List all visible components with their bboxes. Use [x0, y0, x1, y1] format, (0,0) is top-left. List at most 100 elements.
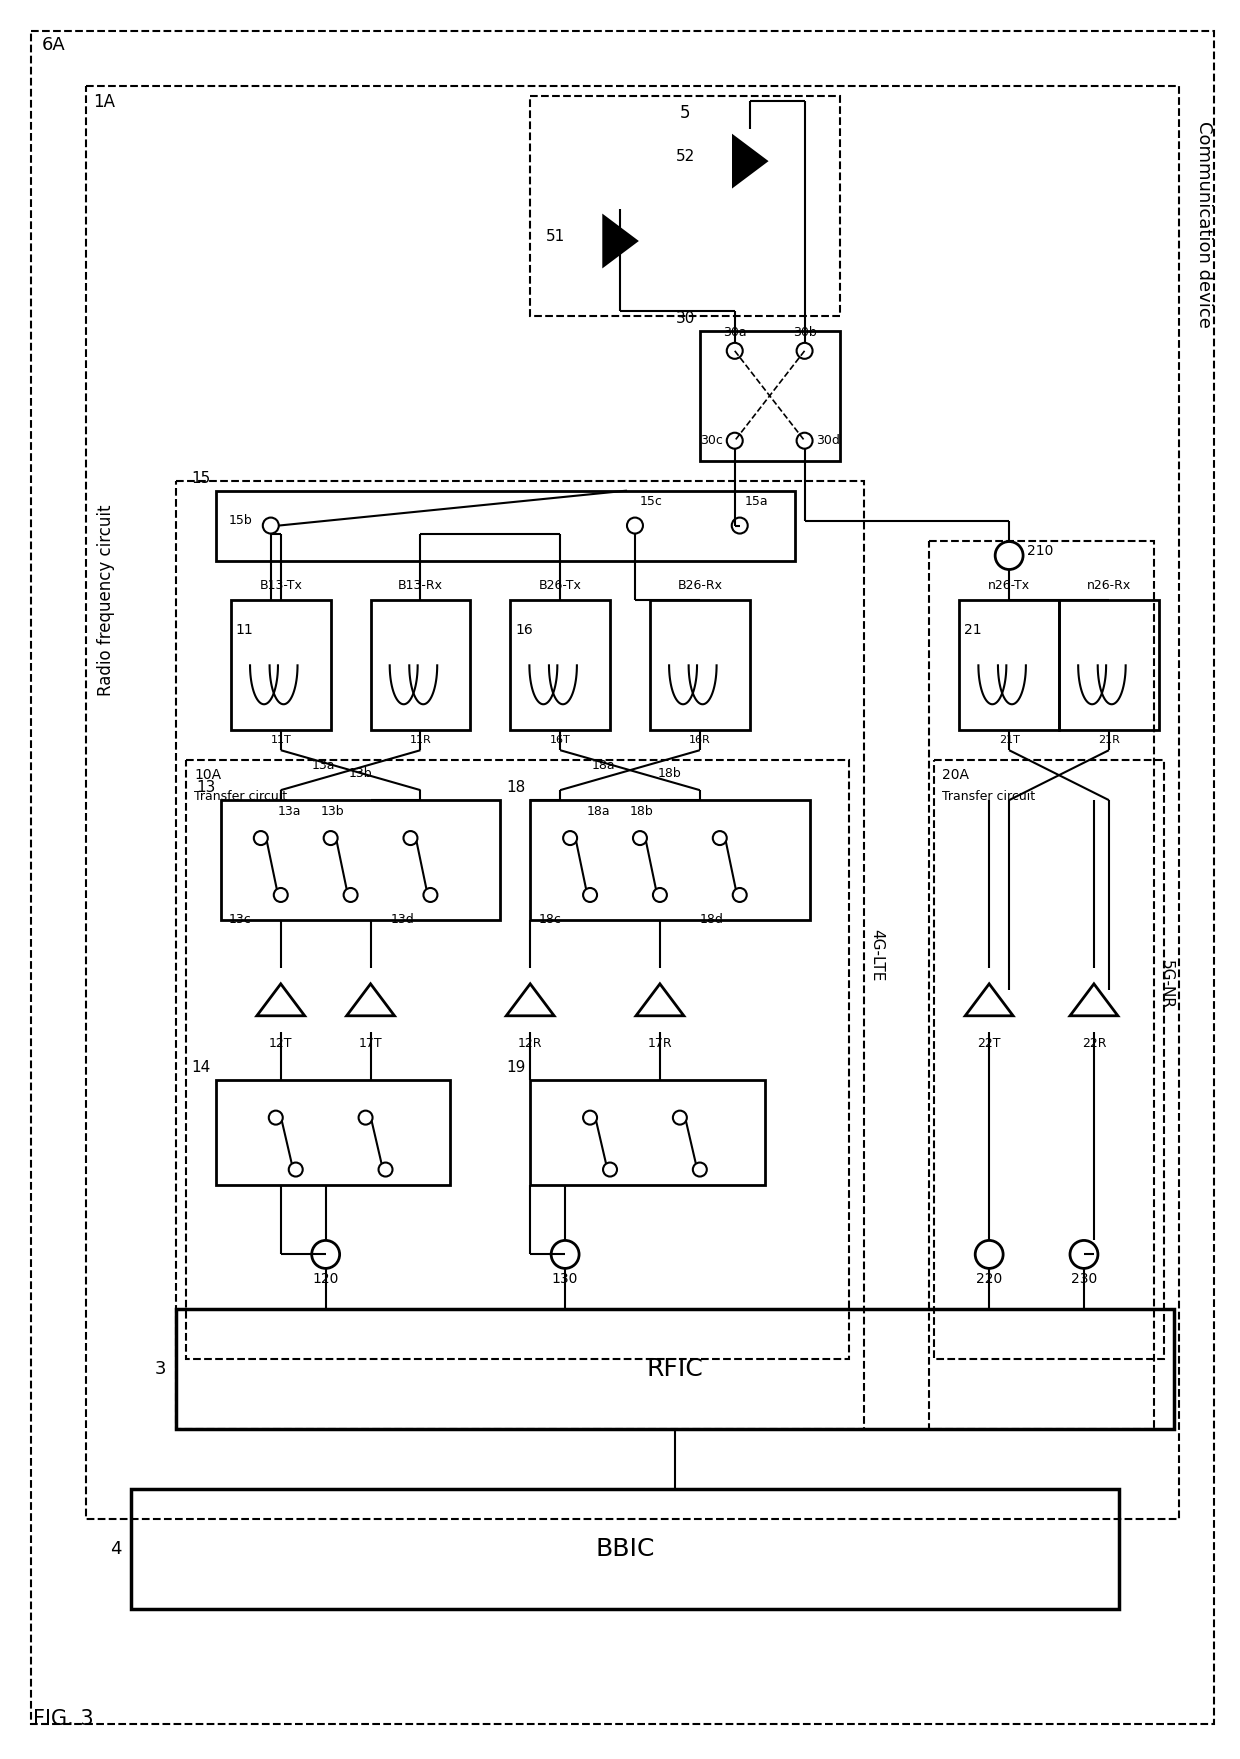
- Text: 13a: 13a: [278, 806, 301, 818]
- Text: 20A: 20A: [942, 769, 970, 783]
- Bar: [131, 1490, 1118, 1609]
- Text: 30a: 30a: [723, 325, 746, 339]
- Text: 15a: 15a: [745, 494, 769, 508]
- Circle shape: [324, 830, 337, 844]
- Circle shape: [289, 1163, 303, 1177]
- Text: 16: 16: [516, 623, 533, 637]
- Text: 15b: 15b: [229, 514, 253, 528]
- Text: 210: 210: [1027, 544, 1054, 558]
- Text: 18b: 18b: [630, 806, 653, 818]
- Circle shape: [583, 888, 596, 902]
- Text: RFIC: RFIC: [646, 1358, 703, 1381]
- Bar: [934, 760, 1164, 1360]
- Text: 13: 13: [196, 781, 216, 795]
- Circle shape: [732, 517, 748, 533]
- Text: 21T: 21T: [998, 735, 1019, 746]
- Text: 21R: 21R: [1097, 735, 1120, 746]
- Bar: [221, 800, 500, 920]
- Text: Radio frequency circuit: Radio frequency circuit: [97, 505, 115, 697]
- Text: 4: 4: [109, 1539, 122, 1558]
- Text: 51: 51: [546, 229, 565, 243]
- Circle shape: [311, 1240, 340, 1268]
- Text: 18c: 18c: [538, 913, 560, 925]
- Text: 18d: 18d: [699, 913, 724, 925]
- Bar: [531, 1080, 765, 1184]
- Circle shape: [403, 830, 418, 844]
- Text: B13-Rx: B13-Rx: [398, 579, 443, 593]
- Circle shape: [603, 1163, 618, 1177]
- Text: Transfer circuit: Transfer circuit: [193, 790, 288, 804]
- Polygon shape: [604, 216, 636, 266]
- Text: 30: 30: [676, 311, 694, 325]
- Text: 12R: 12R: [518, 1036, 542, 1050]
- Bar: [216, 1080, 450, 1184]
- Text: FIG. 3: FIG. 3: [33, 1708, 94, 1729]
- Bar: [531, 97, 839, 317]
- Bar: [699, 331, 839, 461]
- Text: 130: 130: [552, 1272, 578, 1286]
- Text: 10A: 10A: [193, 769, 221, 783]
- Circle shape: [551, 1240, 579, 1268]
- Circle shape: [627, 517, 644, 533]
- Text: B13-Tx: B13-Tx: [259, 579, 303, 593]
- Text: 15: 15: [192, 471, 211, 485]
- Text: 230: 230: [1071, 1272, 1097, 1286]
- Bar: [650, 600, 750, 730]
- Text: 18a: 18a: [591, 758, 615, 772]
- Circle shape: [727, 343, 743, 359]
- Text: 13c: 13c: [229, 913, 252, 925]
- Text: 220: 220: [976, 1272, 1002, 1286]
- Text: B26-Rx: B26-Rx: [677, 579, 723, 593]
- Text: 1A: 1A: [93, 93, 115, 111]
- Text: 17T: 17T: [358, 1036, 382, 1050]
- Text: 11T: 11T: [270, 735, 291, 746]
- Circle shape: [996, 542, 1023, 570]
- Bar: [929, 540, 1153, 1428]
- Text: 15c: 15c: [640, 494, 663, 508]
- Text: 17R: 17R: [647, 1036, 672, 1050]
- Circle shape: [563, 830, 577, 844]
- Text: 16R: 16R: [689, 735, 711, 746]
- Text: 4G-LTE: 4G-LTE: [869, 929, 884, 982]
- Polygon shape: [257, 983, 305, 1015]
- Circle shape: [975, 1240, 1003, 1268]
- Bar: [1059, 600, 1159, 730]
- Bar: [176, 1309, 1174, 1428]
- Text: 11R: 11R: [409, 735, 432, 746]
- Circle shape: [583, 1110, 596, 1124]
- Polygon shape: [734, 137, 765, 185]
- Circle shape: [274, 888, 288, 902]
- Text: 30d: 30d: [817, 434, 841, 447]
- Text: 22R: 22R: [1081, 1036, 1106, 1050]
- Polygon shape: [636, 983, 683, 1015]
- Text: B26-Tx: B26-Tx: [538, 579, 582, 593]
- Text: 14: 14: [192, 1059, 211, 1075]
- Text: 16T: 16T: [549, 735, 570, 746]
- Circle shape: [693, 1163, 707, 1177]
- Bar: [87, 86, 1179, 1520]
- Circle shape: [673, 1110, 687, 1124]
- Text: 13b: 13b: [321, 806, 345, 818]
- Circle shape: [254, 830, 268, 844]
- Circle shape: [796, 433, 812, 449]
- Circle shape: [343, 888, 357, 902]
- Text: 6A: 6A: [41, 37, 64, 55]
- Text: 11: 11: [236, 623, 254, 637]
- Polygon shape: [506, 983, 554, 1015]
- Circle shape: [713, 830, 727, 844]
- Bar: [371, 600, 470, 730]
- Polygon shape: [1070, 983, 1118, 1015]
- Circle shape: [378, 1163, 393, 1177]
- Text: 5G-NR: 5G-NR: [1159, 960, 1174, 1010]
- Text: 18b: 18b: [658, 767, 682, 781]
- Circle shape: [263, 517, 279, 533]
- Bar: [186, 760, 849, 1360]
- Bar: [216, 491, 795, 561]
- Text: n26-Tx: n26-Tx: [988, 579, 1030, 593]
- Circle shape: [733, 888, 746, 902]
- Text: 18a: 18a: [587, 806, 610, 818]
- Text: 22T: 22T: [977, 1036, 1001, 1050]
- Text: BBIC: BBIC: [595, 1537, 655, 1560]
- Text: 13d: 13d: [391, 913, 414, 925]
- Bar: [960, 600, 1059, 730]
